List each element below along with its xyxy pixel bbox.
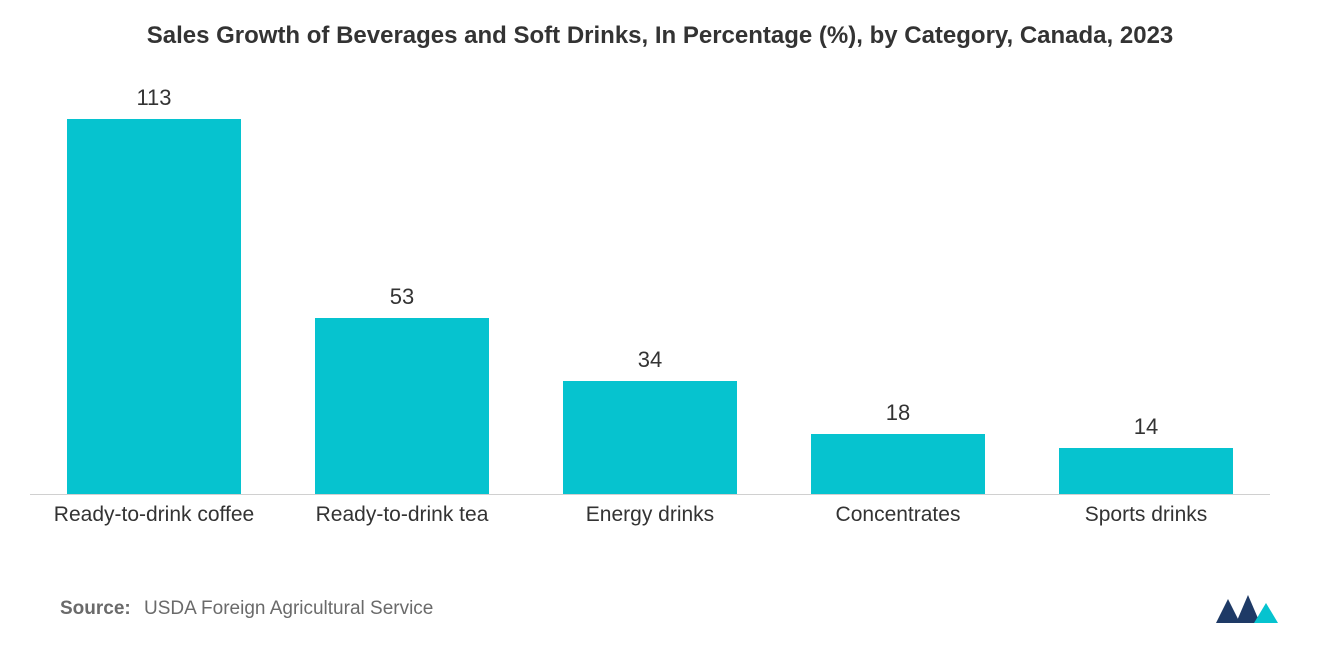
- x-axis-label: Energy drinks: [538, 503, 761, 527]
- x-axis-labels: Ready-to-drink coffee Ready-to-drink tea E…: [30, 503, 1270, 527]
- bar-group: 18: [786, 434, 1009, 494]
- brand-logo: [1214, 593, 1284, 629]
- x-axis-label: Ready-to-drink tea: [290, 503, 513, 527]
- x-axis-label: Sports drinks: [1034, 503, 1257, 527]
- x-axis-label: Ready-to-drink coffee: [42, 503, 265, 527]
- x-axis-label: Concentrates: [786, 503, 1009, 527]
- bar-value-label: 18: [886, 400, 910, 426]
- bar: 14: [1059, 448, 1233, 494]
- bar-chart: 113 53 34 18 14: [30, 120, 1270, 495]
- chart-title: Sales Growth of Beverages and Soft Drink…: [0, 22, 1320, 50]
- bar-value-label: 34: [638, 347, 662, 373]
- bar: 34: [563, 381, 737, 494]
- source-label: Source:: [60, 598, 131, 619]
- bar-value-label: 113: [136, 85, 171, 111]
- bar-group: 113: [42, 119, 265, 494]
- bar: 18: [811, 434, 985, 494]
- source-citation: Source: USDA Foreign Agricultural Servic…: [60, 598, 433, 620]
- source-text: USDA Foreign Agricultural Service: [144, 598, 433, 619]
- bar-group: 34: [538, 381, 761, 494]
- bar-group: 14: [1034, 448, 1257, 494]
- bar: 113: [67, 119, 241, 494]
- bar-value-label: 53: [390, 284, 414, 310]
- bar-value-label: 14: [1134, 414, 1158, 440]
- bar-group: 53: [290, 318, 513, 494]
- bar: 53: [315, 318, 489, 494]
